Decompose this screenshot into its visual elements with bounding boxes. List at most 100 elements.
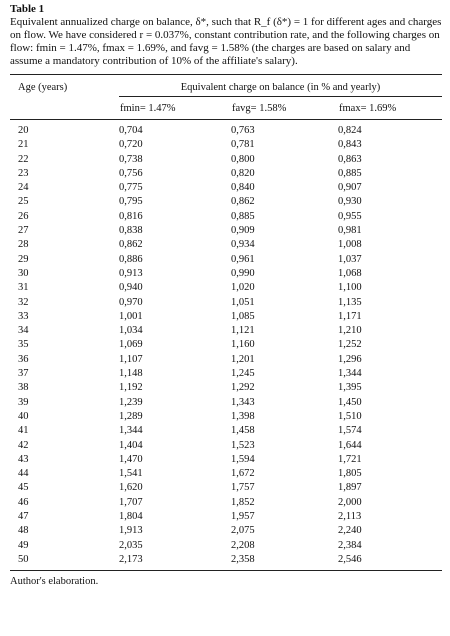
value-cell: 0,840: [231, 182, 255, 194]
value-cell: 1,620: [119, 482, 143, 494]
value-cell: 0,795: [119, 196, 143, 208]
value-cell: 2,173: [119, 552, 231, 572]
table-row: 24 0,775 0,840 0,907: [10, 181, 442, 195]
value-cell: 1,757: [231, 482, 255, 494]
table-row: 29 0,886 0,961 1,037: [10, 253, 442, 267]
table-row: 48 1,913 2,075 2,240: [10, 524, 442, 538]
table-caption: Equivalent annualized charge on balance,…: [10, 16, 442, 67]
table-row: 41 1,344 1,458 1,574: [10, 424, 442, 438]
value-cell: 1,523: [231, 439, 255, 451]
value-cell: 1,344: [119, 425, 143, 437]
value-cell: 1,721: [338, 453, 362, 465]
table-row: 43 1,470 1,594 1,721: [10, 453, 442, 467]
table-row: 34 1,034 1,121 1,210: [10, 324, 442, 338]
table-figure: Table 1 Equivalent annualized charge on …: [10, 3, 442, 587]
value-cell: 0,955: [338, 210, 362, 222]
table-row: 33 1,001 1,085 1,171: [10, 310, 442, 324]
value-cell: 0,913: [119, 267, 143, 279]
table-row: 23 0,756 0,820 0,885: [10, 167, 442, 181]
value-cell: 1,594: [231, 453, 255, 465]
table-row: 38 1,192 1,292 1,395: [10, 381, 442, 395]
table-row: 20 0,704 0,763 0,824: [10, 120, 442, 139]
value-cell: 2,113: [338, 511, 362, 523]
table-row: 50 2,173 2,358 2,546: [10, 552, 442, 572]
value-cell: 0,885: [231, 210, 255, 222]
age-cell: 49: [18, 539, 29, 551]
value-cell: 1,852: [231, 496, 255, 508]
table-row: 27 0,838 0,909 0,981: [10, 224, 442, 238]
value-cell: 1,100: [338, 282, 362, 294]
value-cell: 0,843: [338, 139, 362, 151]
value-cell: 0,907: [338, 182, 362, 194]
age-cell: 29: [18, 253, 29, 265]
age-cell: 32: [18, 296, 29, 308]
value-cell: 1,289: [119, 410, 143, 422]
value-cell: 0,816: [119, 210, 143, 222]
value-cell: 0,909: [231, 225, 255, 237]
value-cell: 1,541: [119, 468, 143, 480]
table-row: 49 2,035 2,208 2,384: [10, 539, 442, 553]
value-cell: 1,069: [119, 339, 143, 351]
value-cell: 1,805: [338, 468, 362, 480]
age-cell: 24: [18, 182, 29, 194]
value-cell: 0,738: [119, 153, 143, 165]
table-row: 26 0,816 0,885 0,955: [10, 210, 442, 224]
age-cell: 26: [18, 210, 29, 222]
group-header: Equivalent charge on balance (in % and y…: [119, 74, 442, 97]
age-cell: 23: [18, 167, 29, 179]
value-cell: 0,781: [231, 139, 255, 151]
value-cell: 1,051: [231, 296, 255, 308]
value-cell: 1,245: [231, 368, 255, 380]
value-cell: 1,957: [231, 511, 255, 523]
table-row: 21 0,720 0,781 0,843: [10, 138, 442, 152]
value-cell: 0,820: [231, 167, 255, 179]
value-cell: 1,450: [338, 396, 362, 408]
value-cell: 0,775: [119, 182, 143, 194]
table-row: 32 0,970 1,051 1,135: [10, 296, 442, 310]
age-cell: 22: [18, 153, 29, 165]
value-cell: 1,292: [231, 382, 255, 394]
value-cell: 0,756: [119, 167, 143, 179]
age-header: Age (years): [10, 74, 119, 97]
age-cell: 48: [18, 525, 29, 537]
age-cell: 34: [18, 325, 29, 337]
value-cell: 1,897: [338, 482, 362, 494]
value-cell: 1,135: [338, 296, 362, 308]
age-cell: 41: [18, 425, 29, 437]
age-cell: 47: [18, 511, 29, 523]
age-cell: 35: [18, 339, 29, 351]
value-cell: 1,148: [119, 368, 143, 380]
age-cell: 50: [10, 552, 119, 572]
value-cell: 1,296: [338, 353, 362, 365]
age-cell: 40: [18, 410, 29, 422]
table-row: 45 1,620 1,757 1,897: [10, 481, 442, 495]
value-cell: 0,838: [119, 225, 143, 237]
table-row: 37 1,148 1,245 1,344: [10, 367, 442, 381]
value-cell: 0,934: [231, 239, 255, 251]
value-cell: 2,075: [231, 525, 255, 537]
value-cell: 2,000: [338, 496, 362, 508]
age-cell: 42: [18, 439, 29, 451]
value-cell: 2,384: [338, 539, 362, 551]
value-cell: 1,037: [338, 253, 362, 265]
value-cell: 2,240: [338, 525, 362, 537]
table-row: 36 1,107 1,201 1,296: [10, 353, 442, 367]
value-cell: 2,208: [231, 539, 255, 551]
value-cell: 0,863: [338, 153, 362, 165]
value-cell: 2,035: [119, 539, 143, 551]
value-cell: 1,344: [338, 368, 362, 380]
value-cell: 1,913: [119, 525, 143, 537]
age-cell: 28: [18, 239, 29, 251]
value-cell: 0,800: [231, 153, 255, 165]
age-cell: 39: [18, 396, 29, 408]
age-cell: 25: [18, 196, 29, 208]
table-row: 46 1,707 1,852 2,000: [10, 496, 442, 510]
value-cell: 1,252: [338, 339, 362, 351]
age-cell: 43: [18, 453, 29, 465]
value-cell: 0,862: [119, 239, 143, 251]
value-cell: 0,704: [119, 125, 143, 136]
table-row: 44 1,541 1,672 1,805: [10, 467, 442, 481]
value-cell: 0,940: [119, 282, 143, 294]
value-cell: 1,034: [119, 325, 143, 337]
